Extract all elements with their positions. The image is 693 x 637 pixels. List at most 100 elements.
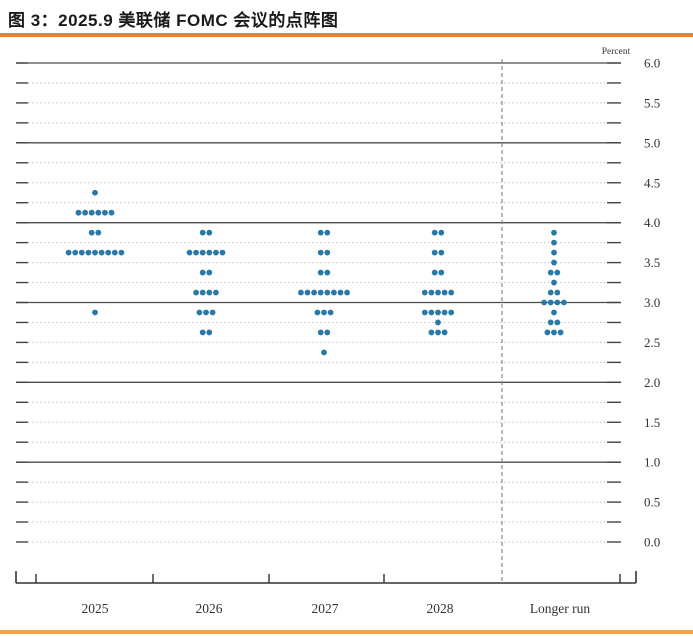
projection-dot xyxy=(92,249,98,256)
dots-column-2027 xyxy=(298,229,350,356)
projection-dot xyxy=(324,229,331,236)
y-tick-label: 3.0 xyxy=(644,295,660,310)
projection-dot xyxy=(331,289,337,296)
projection-dot xyxy=(435,319,441,326)
y-ticks xyxy=(16,62,621,543)
x-axis-label: 2027 xyxy=(312,601,339,616)
dots-column-2025 xyxy=(65,189,125,316)
major-gridlines xyxy=(16,62,621,463)
dots-column-2026 xyxy=(186,229,226,336)
projection-dot xyxy=(554,299,561,306)
projection-dot xyxy=(75,209,82,216)
projection-dot xyxy=(199,229,206,236)
projection-dot xyxy=(344,289,350,296)
projection-dot xyxy=(554,269,561,276)
projection-dot xyxy=(65,249,72,256)
projection-dot xyxy=(203,309,209,316)
projection-dot xyxy=(206,249,213,256)
projection-dot xyxy=(98,249,105,256)
x-axis-label: 2025 xyxy=(82,601,109,616)
projection-dot xyxy=(327,309,334,316)
projection-dot xyxy=(544,329,551,336)
y-tick-labels: 6.0 5.5 5.0 4.5 4.0 3.5 3.0 2.5 2.0 1.5 1.0 0.5 0.0 xyxy=(644,56,660,550)
projection-dot xyxy=(321,309,327,316)
projection-dot xyxy=(102,209,108,216)
x-axis-label: 2028 xyxy=(427,601,454,616)
projection-dot xyxy=(206,269,213,276)
projection-dot xyxy=(324,249,331,256)
x-axis-labels: 2025 2026 2027 2028 Longer run xyxy=(82,601,591,616)
projection-dot xyxy=(199,329,206,336)
y-tick-label: 2.5 xyxy=(644,335,660,350)
projection-dot xyxy=(213,289,219,296)
projection-dot xyxy=(441,329,448,336)
projection-dot xyxy=(193,249,200,256)
projection-dot xyxy=(92,189,98,196)
y-tick-label: 1.0 xyxy=(644,455,660,470)
projection-dot xyxy=(196,309,203,316)
projection-dot xyxy=(186,249,193,256)
projection-dot xyxy=(324,269,331,276)
projection-dot xyxy=(448,289,455,296)
projection-dot xyxy=(317,229,324,236)
projection-dot xyxy=(428,309,435,316)
projection-dot xyxy=(317,329,324,336)
title-bar: 图 3：2025.9 美联储 FOMC 会议的点阵图 xyxy=(0,0,693,31)
projection-dot xyxy=(206,289,213,296)
projection-dot xyxy=(428,289,435,296)
projection-dot xyxy=(551,229,557,236)
projection-dot xyxy=(304,289,311,296)
bottom-accent-rule xyxy=(0,630,693,634)
projection-dot xyxy=(551,329,557,336)
y-tick-label: 0.0 xyxy=(644,535,660,550)
projection-dot xyxy=(438,249,445,256)
projection-dot xyxy=(321,349,327,356)
projection-dot xyxy=(551,239,557,246)
y-axis-caption: Percent xyxy=(602,47,631,57)
projection-dot xyxy=(448,309,455,316)
projection-dot xyxy=(88,209,95,216)
projection-dot xyxy=(213,249,219,256)
y-tick-label: 4.0 xyxy=(644,215,660,230)
y-tick-label: 5.0 xyxy=(644,135,660,150)
y-tick-label: 3.5 xyxy=(644,255,660,270)
projection-dot xyxy=(311,289,317,296)
projection-dot xyxy=(421,289,428,296)
y-tick-label: 0.5 xyxy=(644,495,660,510)
projection-dot xyxy=(317,249,324,256)
dots-column-longer-run xyxy=(541,229,567,336)
x-axis xyxy=(15,571,637,584)
y-tick-label: 5.5 xyxy=(644,95,660,110)
projection-dot xyxy=(78,249,85,256)
projection-dot xyxy=(421,309,428,316)
projection-dot xyxy=(209,309,216,316)
projection-dot xyxy=(193,289,200,296)
projection-dot xyxy=(95,209,102,216)
projection-dot xyxy=(441,309,448,316)
projection-dot xyxy=(337,289,344,296)
projection-dot xyxy=(547,289,554,296)
projection-dot xyxy=(82,209,88,216)
dots-column-2028 xyxy=(421,229,455,336)
projection-dot xyxy=(557,329,564,336)
projection-dot xyxy=(199,269,206,276)
projection-dot xyxy=(88,229,95,236)
projection-dot xyxy=(324,329,331,336)
projection-dot xyxy=(551,259,557,266)
projection-dot xyxy=(441,289,448,296)
x-axis-label: 2026 xyxy=(196,601,223,616)
projection-dot xyxy=(111,249,118,256)
projection-dot xyxy=(85,249,92,256)
projection-dot xyxy=(219,249,226,256)
projection-dot xyxy=(561,299,567,306)
projection-dot xyxy=(551,309,557,316)
projection-dot xyxy=(72,249,79,256)
projection-dot xyxy=(551,279,557,286)
projection-dot xyxy=(324,289,331,296)
projection-dot xyxy=(435,289,441,296)
projection-dot xyxy=(314,309,321,316)
projection-dot xyxy=(108,209,115,216)
projection-dot xyxy=(431,269,438,276)
